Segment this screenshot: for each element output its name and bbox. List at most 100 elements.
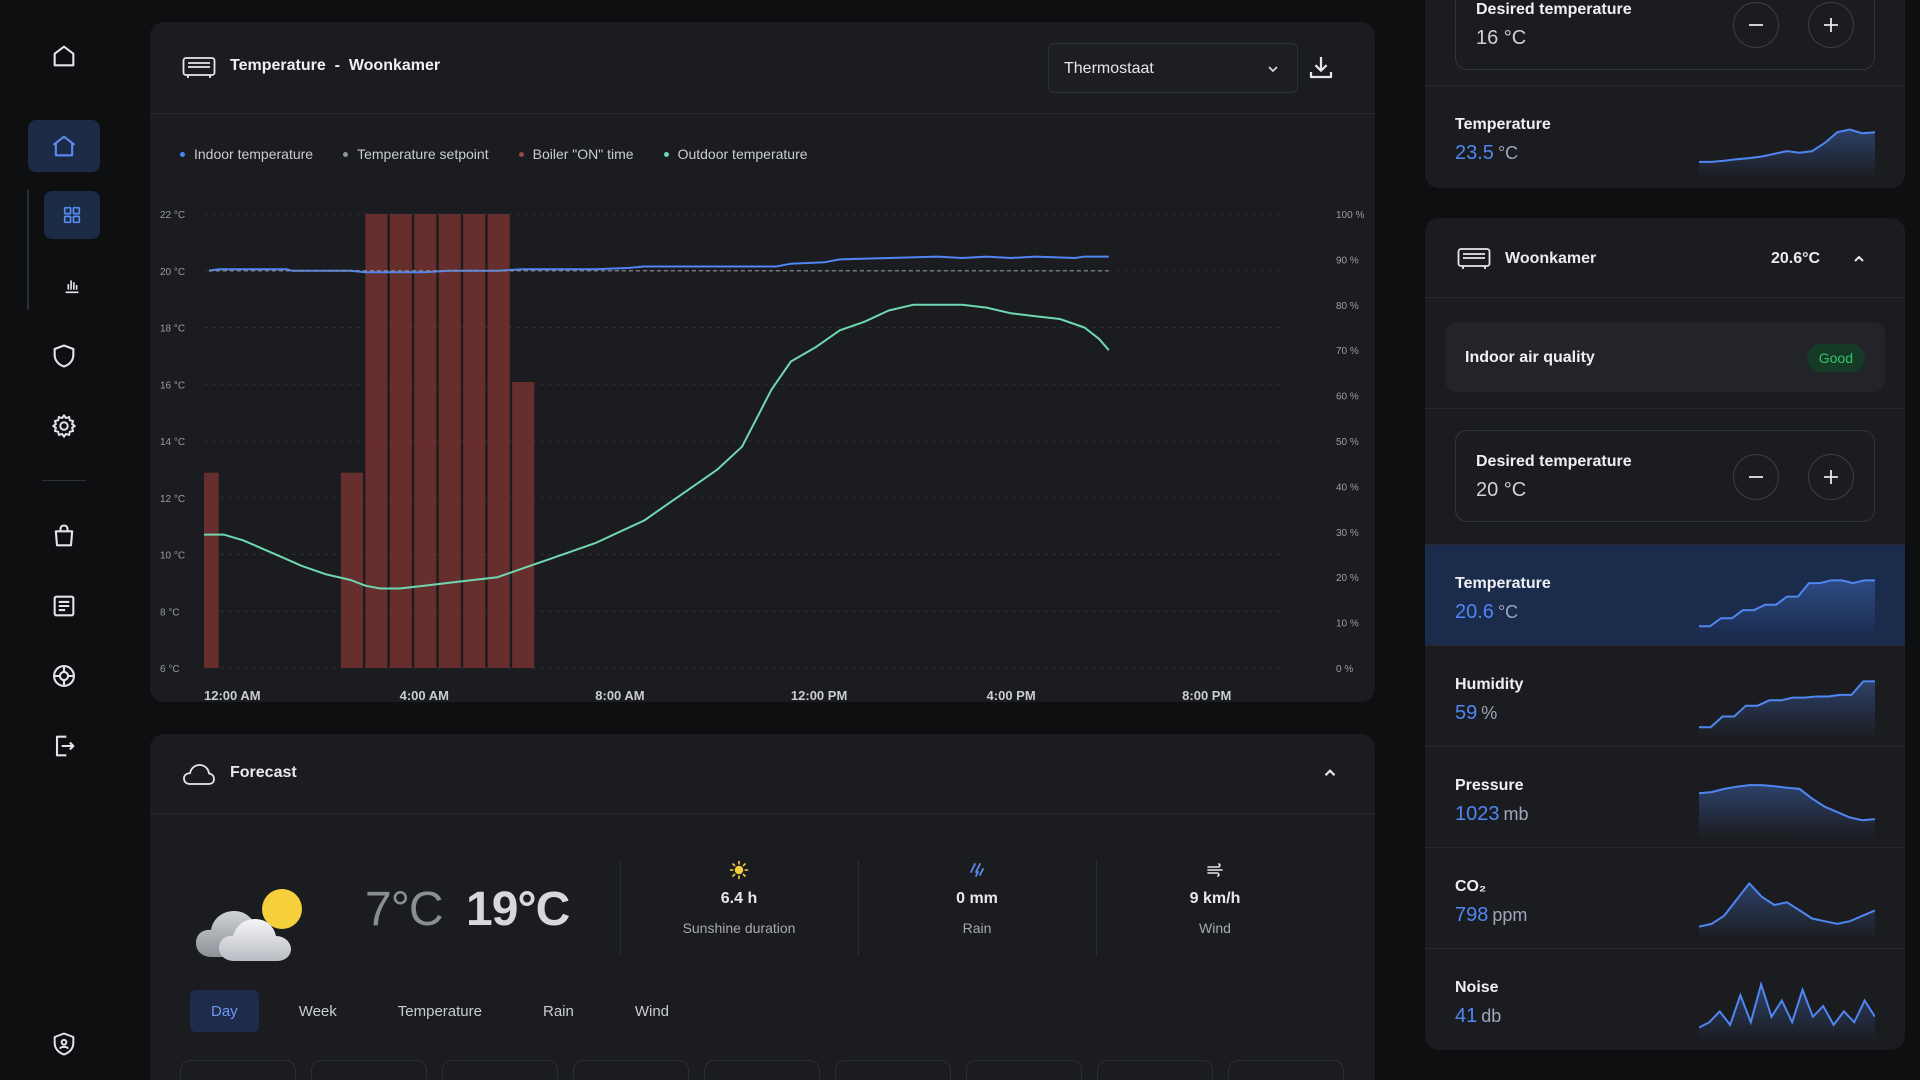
chart-title-separator: - <box>334 57 340 74</box>
status-badge: Good <box>1806 344 1865 372</box>
stat-label: Sunshine duration <box>682 920 796 936</box>
boiler-bar <box>438 214 461 668</box>
forecast-tile[interactable] <box>1097 1060 1213 1080</box>
privacy-shield-icon <box>53 1032 75 1056</box>
forecast-tile[interactable] <box>1228 1060 1344 1080</box>
minus-icon <box>1749 24 1763 26</box>
decrease-temperature-button[interactable] <box>1733 454 1779 500</box>
forecast-tile[interactable] <box>180 1060 296 1080</box>
metric-row-noise[interactable]: Noise 41 db <box>1425 948 1905 1049</box>
legend-item-setpoint[interactable]: Temperature setpoint <box>343 146 489 162</box>
y-right-tick-label: 50 % <box>1336 437 1359 448</box>
legend-item-indoor[interactable]: Indoor temperature <box>180 146 313 162</box>
metric-row-temperature[interactable]: Temperature 23.5 °C <box>1425 85 1905 186</box>
metric-unit: % <box>1481 703 1498 723</box>
boiler-bar <box>389 214 412 668</box>
metric-unit: mb <box>1503 804 1529 824</box>
y-left-tick-label: 16 °C <box>160 380 185 391</box>
divider <box>1425 408 1905 409</box>
privacy-nav-button[interactable] <box>28 1018 100 1070</box>
dashboard-nav-button[interactable] <box>44 191 100 239</box>
metric-row-pressure[interactable]: Pressure 1023 mb <box>1425 746 1905 847</box>
stat-value: 0 mm <box>956 890 998 907</box>
temperature-chart-card: Temperature - Woonkamer Thermostaat Indo… <box>150 22 1375 702</box>
forecast-tile[interactable] <box>311 1060 427 1080</box>
metric-label: CO₂ <box>1455 878 1487 895</box>
stat-rain: 0 mm Rain <box>858 860 1096 950</box>
sidebar <box>0 0 100 1080</box>
iaq-label: Indoor air quality <box>1465 349 1595 366</box>
boiler-bar <box>463 214 486 668</box>
legend-item-outdoor[interactable]: Outdoor temperature <box>663 146 808 162</box>
metric-unit: °C <box>1497 602 1519 622</box>
plus-icon <box>1824 470 1838 484</box>
legend-dot <box>343 151 349 157</box>
nav-divider <box>42 480 86 481</box>
legend-item-boiler[interactable]: Boiler "ON" time <box>518 146 634 162</box>
documents-nav-button[interactable] <box>28 580 100 632</box>
y-right-tick-label: 60 % <box>1336 392 1359 403</box>
metric-value: 1023 mb <box>1455 803 1529 826</box>
stat-divider <box>620 860 621 956</box>
settings-nav-button[interactable] <box>28 400 100 452</box>
thermostat-icon <box>182 57 216 78</box>
desired-temperature-control: Desired temperature 16 °C <box>1455 0 1875 70</box>
tab-day[interactable]: Day <box>190 990 259 1032</box>
home-button[interactable] <box>28 30 100 82</box>
metric-row-temperature[interactable]: Temperature 20.6 °C <box>1425 544 1905 645</box>
nav-tree-line <box>27 190 29 310</box>
forecast-tile[interactable] <box>835 1060 951 1080</box>
sparkline-area <box>1699 129 1875 178</box>
stat-value: 6.4 h <box>720 890 758 907</box>
chart-room-name: Woonkamer <box>348 57 441 74</box>
increase-temperature-button[interactable] <box>1808 454 1854 500</box>
metric-row-humidity[interactable]: Humidity 59% <box>1425 645 1905 746</box>
y-left-tick-label: 14 °C <box>160 437 185 448</box>
humidity-sparkline <box>1699 680 1875 738</box>
house-nav-button[interactable] <box>28 120 100 172</box>
forecast-tile[interactable] <box>966 1060 1082 1080</box>
forecast-tile[interactable] <box>704 1060 820 1080</box>
grid-icon <box>63 206 81 224</box>
legend-dot <box>663 151 669 157</box>
tab-rain[interactable]: Rain <box>542 1002 574 1020</box>
temperature-chart[interactable]: 22 °C 20 °C 18 °C 16 °C 14 °C 12 °C 10 °C 8 °C 6… <box>150 202 1375 702</box>
sparkline-line <box>1699 579 1875 628</box>
x-tick-label: 8:00 AM <box>595 688 644 702</box>
statistics-nav-button[interactable] <box>44 261 100 309</box>
shop-nav-button[interactable] <box>28 510 100 562</box>
boiler-bar <box>414 214 437 668</box>
legend-label: Temperature setpoint <box>357 146 489 162</box>
download-icon[interactable] <box>1306 52 1336 82</box>
indoor-temperature-line <box>208 255 1109 274</box>
chart-title-text: Temperature <box>230 57 326 74</box>
logout-nav-button[interactable] <box>28 720 100 772</box>
increase-temperature-button[interactable] <box>1808 2 1854 48</box>
x-tick-label: 8:00 PM <box>1182 688 1231 702</box>
x-tick-label: 4:00 AM <box>400 688 449 702</box>
device-select-value: Thermostaat <box>1064 60 1154 77</box>
decrease-temperature-button[interactable] <box>1733 2 1779 48</box>
tab-wind[interactable]: Wind <box>634 1002 670 1020</box>
metric-row-co2[interactable]: CO₂ 798 ppm <box>1425 847 1905 948</box>
metric-label: Noise <box>1455 979 1499 996</box>
legend-label: Outdoor temperature <box>677 146 808 162</box>
forecast-tile[interactable] <box>573 1060 689 1080</box>
tab-week[interactable]: Week <box>298 1002 337 1020</box>
security-nav-button[interactable] <box>28 330 100 382</box>
room-card-previous: Desired temperature 16 °C Temperature 23… <box>1425 0 1905 188</box>
sun-icon <box>729 860 749 880</box>
room-header[interactable]: Woonkamer 20.6°C <box>1425 218 1905 298</box>
y-left-tick-label: 20 °C <box>160 267 185 278</box>
support-nav-button[interactable] <box>28 650 100 702</box>
metric-number: 1023 <box>1455 803 1500 825</box>
device-select[interactable]: Thermostaat <box>1048 43 1298 93</box>
chevron-up-icon[interactable] <box>1321 764 1339 782</box>
tab-temperature[interactable]: Temperature <box>397 1002 482 1020</box>
chevron-up-icon[interactable] <box>1851 251 1867 267</box>
forecast-tile[interactable] <box>442 1060 558 1080</box>
rain-icon <box>970 863 984 877</box>
forecast-temp-low: 7°C <box>365 883 444 936</box>
indoor-air-quality: Indoor air quality Good <box>1445 322 1885 392</box>
